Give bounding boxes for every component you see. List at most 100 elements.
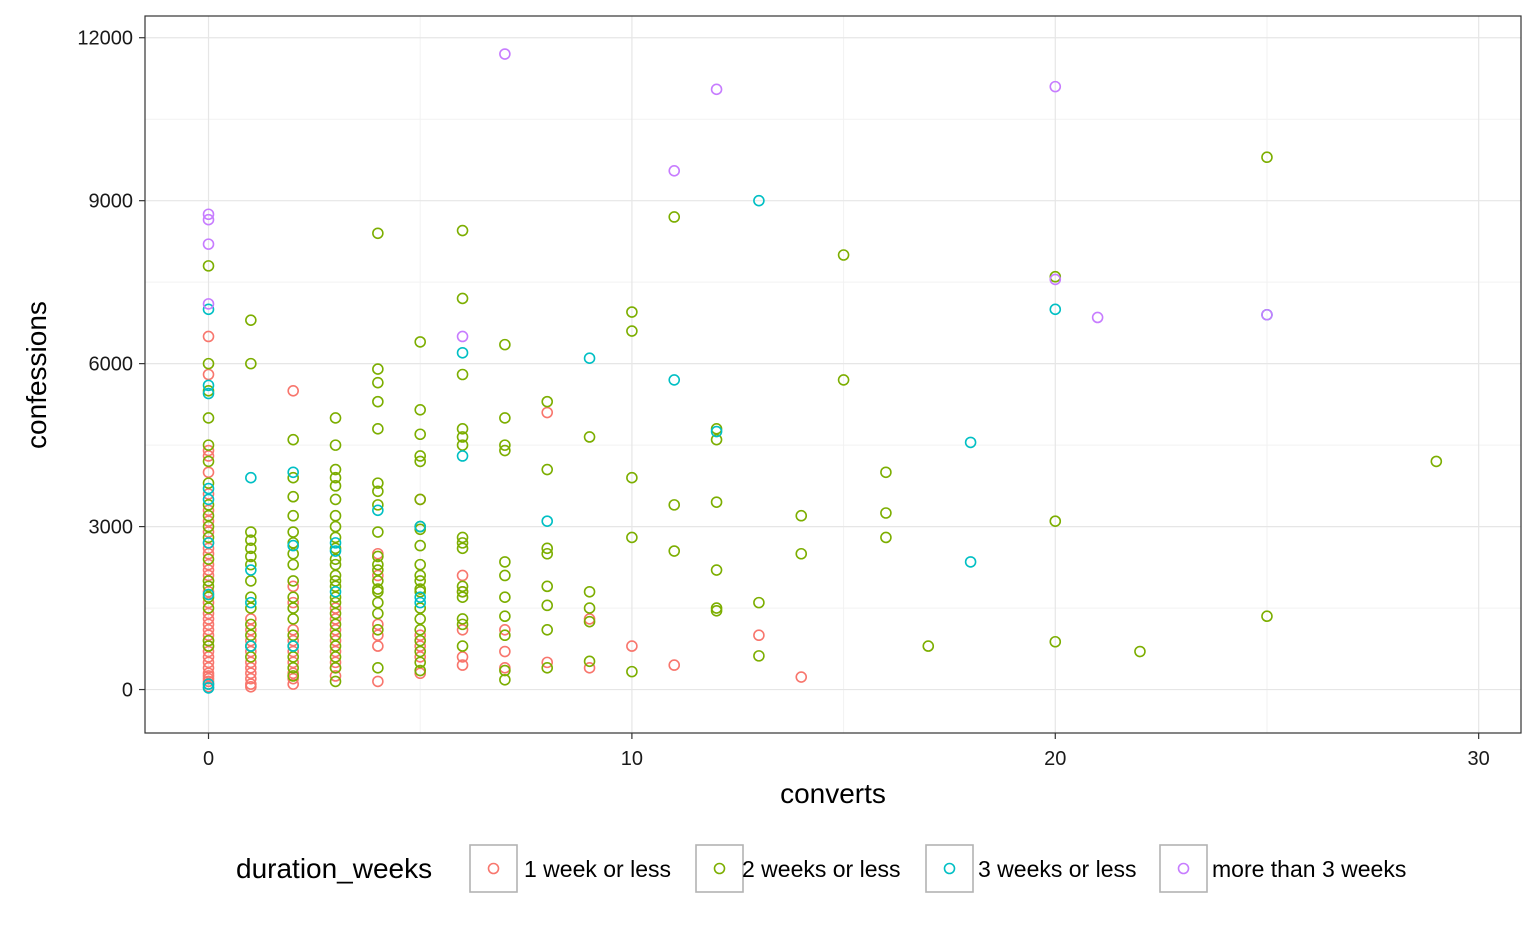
legend-key [1159,844,1208,893]
data-point [202,656,215,669]
data-point [668,374,681,386]
data-point [414,520,427,533]
data-point [583,615,596,628]
data-point [202,618,215,631]
data-point [202,662,215,674]
data-point [414,575,427,587]
data-point [287,526,299,538]
data-point [245,471,257,484]
data-point [922,640,935,652]
data-point [202,613,215,625]
data-point [414,428,427,441]
data-point [245,651,257,663]
data-point [372,504,384,517]
data-point [245,596,257,609]
data-point [541,515,554,527]
data-point [202,651,215,663]
data-point [753,650,765,662]
data-point [1049,303,1062,316]
data-point [456,640,469,652]
data-point [245,681,257,693]
x-tick-label: 10 [621,748,643,770]
data-point [795,671,808,683]
data-point [541,547,554,560]
data-point [202,542,215,555]
data-point [202,553,215,565]
data-point [372,675,384,688]
data-point [202,504,215,517]
data-point [414,336,427,348]
data-point [245,526,257,538]
data-point [245,672,257,685]
data-point [583,655,596,668]
data-point [753,596,765,609]
legend-label: 3 weeks or less [978,856,1137,882]
data-point [202,509,215,522]
data-point [329,493,342,506]
data-point [541,623,554,636]
data-point [668,545,681,557]
series-2 [202,151,1443,688]
data-point [202,634,215,647]
data-point [414,645,427,658]
data-point [202,607,215,620]
data-point [202,520,215,533]
data-point [329,558,342,571]
data-point [583,431,596,443]
data-point [202,330,215,343]
data-point [541,580,554,593]
data-point [202,682,215,694]
data-point [372,596,384,609]
plot-border [144,15,1522,734]
data-point [329,412,342,424]
data-point [329,634,342,647]
data-point [456,423,469,435]
y-tick-label: 3000 [89,517,134,539]
data-point [287,651,299,663]
data-point [287,433,299,446]
data-point [202,575,215,587]
data-point [202,260,215,272]
legend: duration_weeks 1 week or less 2 weeks or … [236,844,1406,893]
data-point [414,569,427,582]
series-3 [202,194,1273,694]
data-point [372,423,384,435]
data-point [372,550,384,563]
data-point [414,539,427,552]
data-point [414,558,427,571]
data-point [329,613,342,625]
data-point [626,640,638,652]
data-point [245,542,257,555]
data-point [880,507,892,519]
data-point [287,384,299,397]
data-point [329,520,342,533]
data-point [456,580,469,593]
data-point [414,623,427,636]
data-point [372,526,384,538]
data-point [287,580,299,593]
data-point [245,558,257,571]
data-point [668,499,681,511]
data-point [245,634,257,647]
data-point [583,602,596,614]
data-point [202,298,215,310]
data-point [414,629,427,642]
data-point [329,480,342,492]
data-point [245,575,257,587]
data-point [287,602,299,614]
data-point [287,490,299,503]
data-point [1430,455,1443,468]
data-point [880,466,892,479]
data-point [329,463,342,476]
data-point [372,564,384,576]
data-point [202,368,215,381]
legend-symbol [487,862,500,875]
data-point [456,618,469,631]
data-point [202,387,215,400]
data-point [329,537,342,549]
data-point [372,363,384,375]
data-point [329,618,342,631]
data-point [202,482,215,495]
data-point [456,585,469,598]
